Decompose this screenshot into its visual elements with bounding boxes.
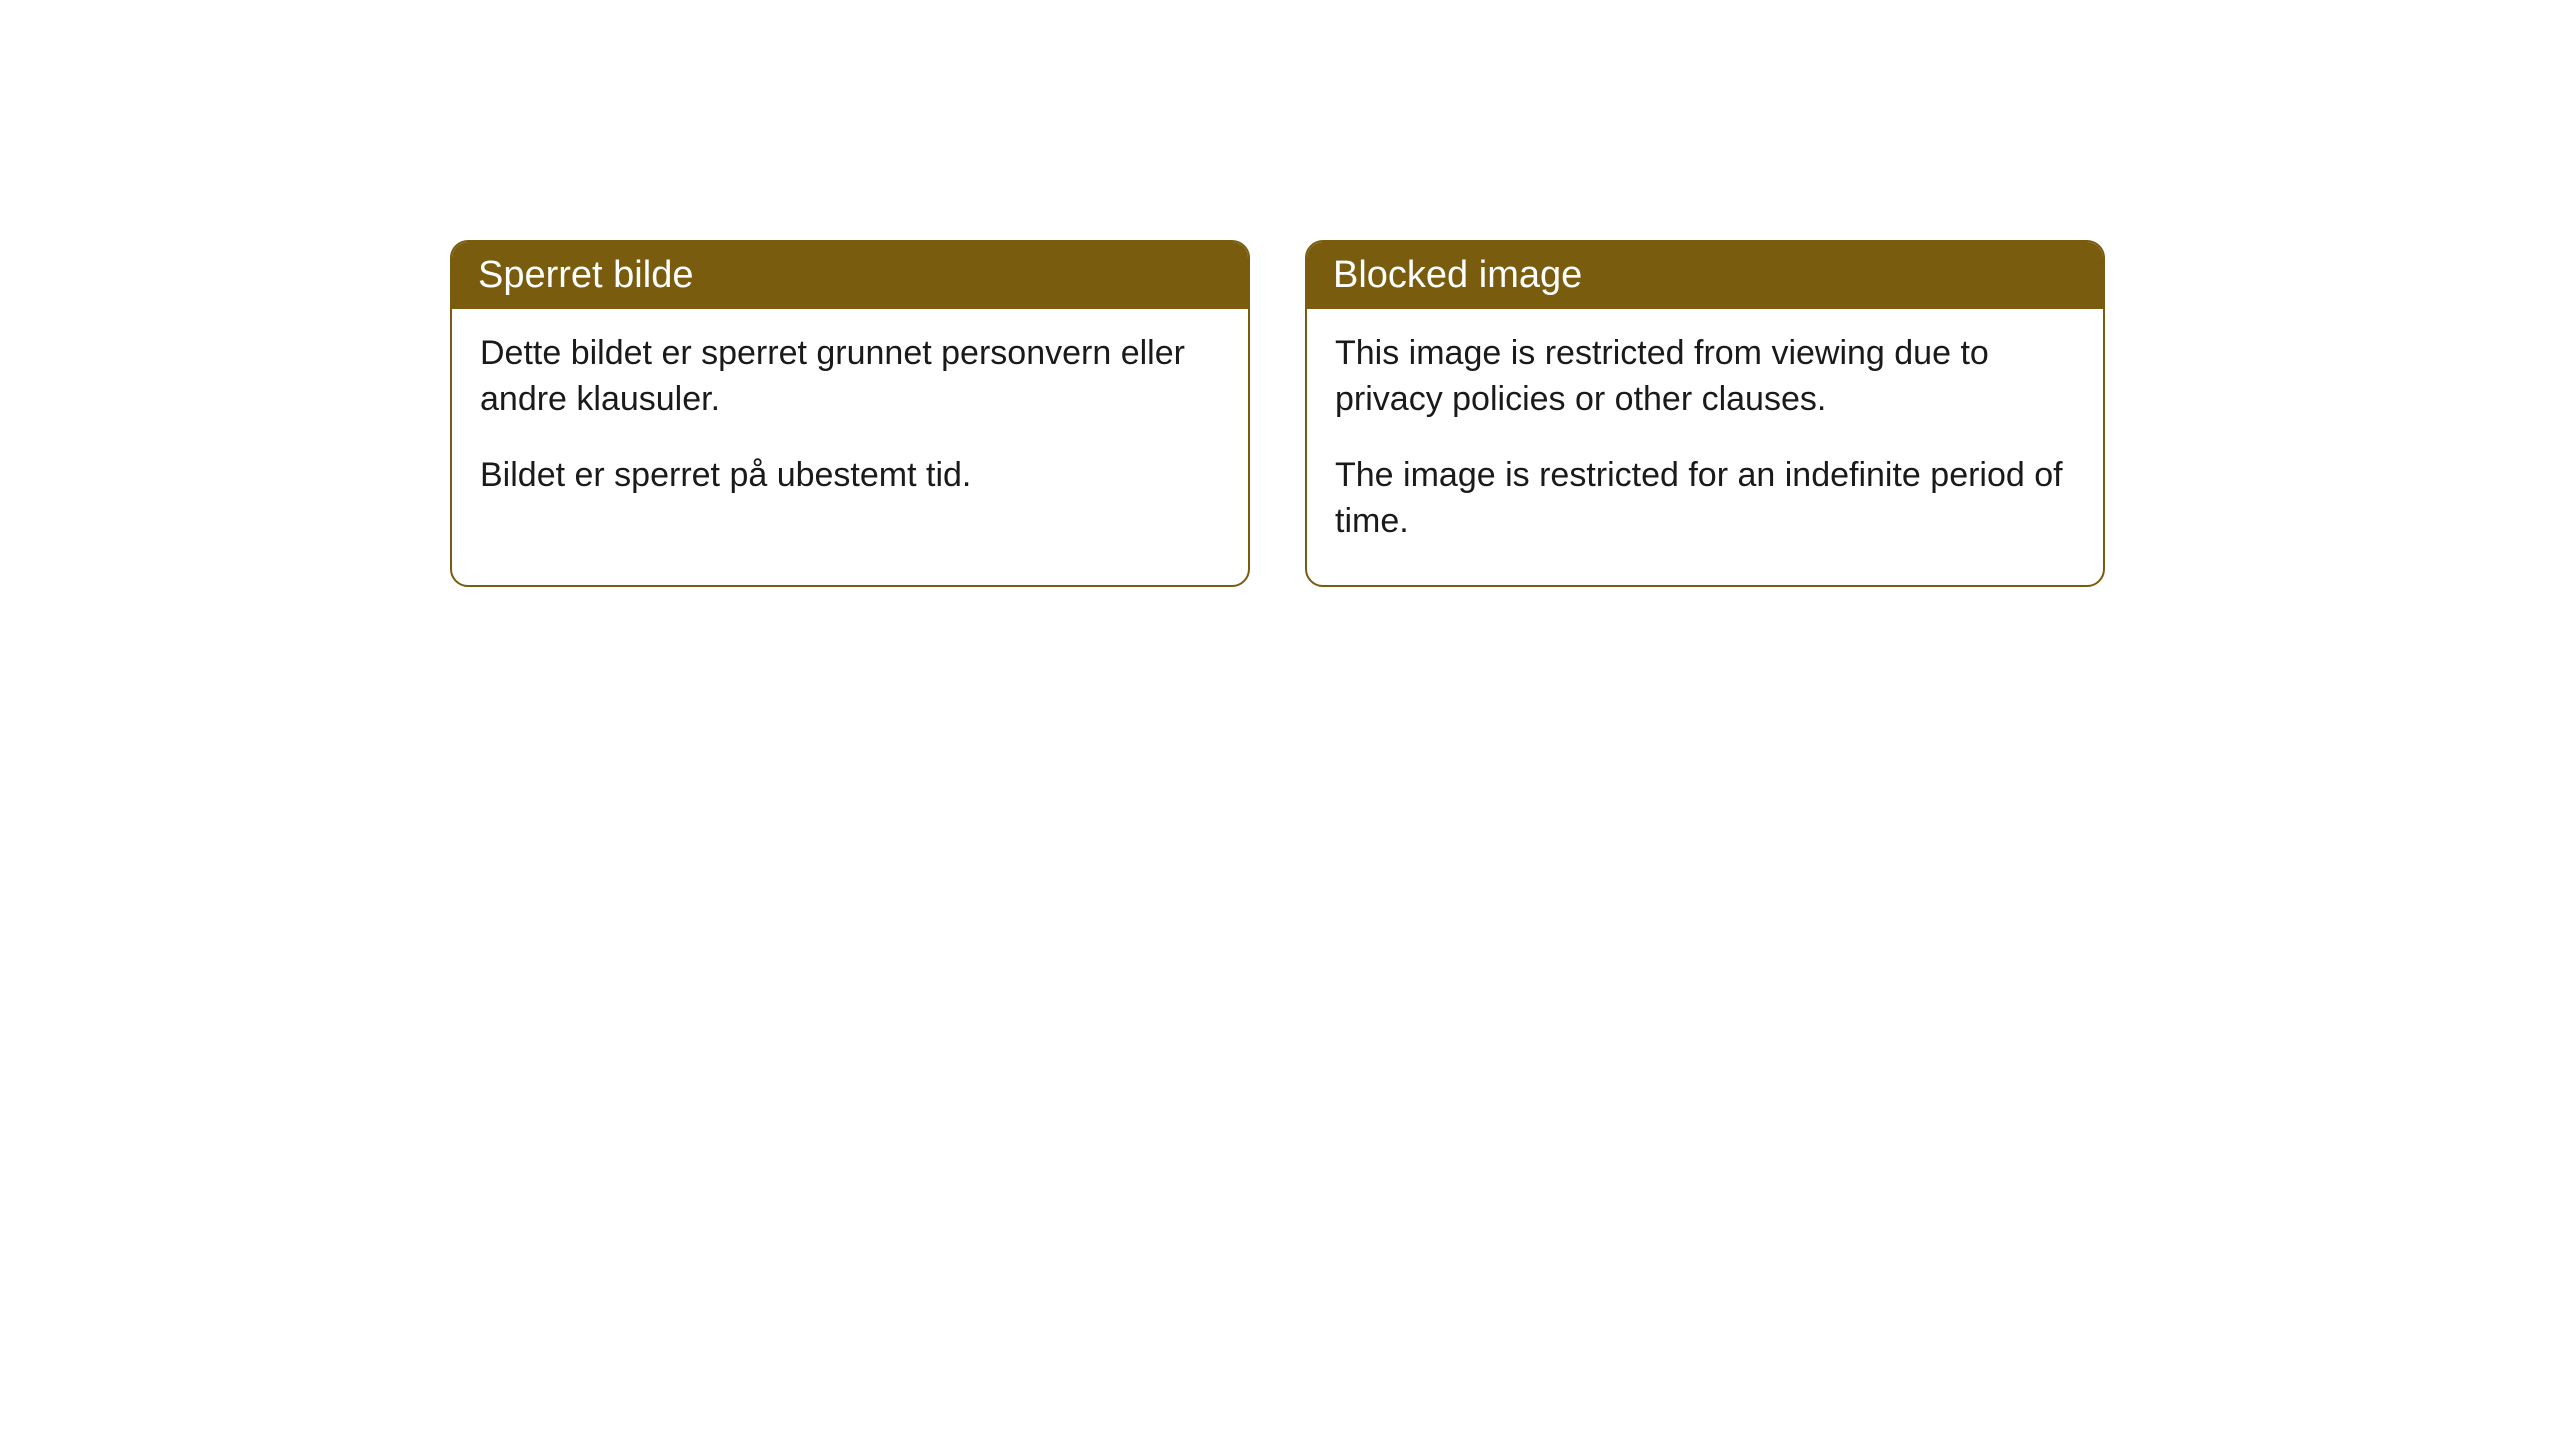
notice-cards-container: Sperret bilde Dette bildet er sperret gr…: [450, 240, 2105, 587]
card-paragraph: This image is restricted from viewing du…: [1335, 331, 2075, 423]
card-title: Blocked image: [1307, 242, 2103, 309]
card-paragraph: Bildet er sperret på ubestemt tid.: [480, 453, 1220, 499]
notice-card-english: Blocked image This image is restricted f…: [1305, 240, 2105, 587]
card-body: This image is restricted from viewing du…: [1307, 309, 2103, 585]
card-title: Sperret bilde: [452, 242, 1248, 309]
card-body: Dette bildet er sperret grunnet personve…: [452, 309, 1248, 539]
card-paragraph: The image is restricted for an indefinit…: [1335, 453, 2075, 545]
notice-card-norwegian: Sperret bilde Dette bildet er sperret gr…: [450, 240, 1250, 587]
card-paragraph: Dette bildet er sperret grunnet personve…: [480, 331, 1220, 423]
